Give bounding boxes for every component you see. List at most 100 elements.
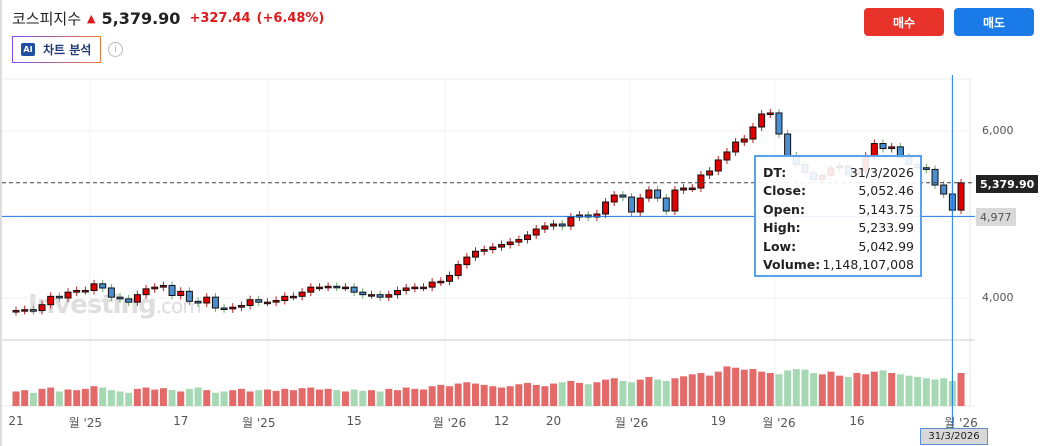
index-change: +327.44: [189, 11, 251, 26]
candle-body: [73, 289, 81, 293]
candle-body: [437, 280, 445, 284]
volume-bar: [472, 383, 480, 406]
candle-body: [732, 141, 740, 153]
volume-bar: [428, 386, 436, 406]
candle-body: [177, 290, 185, 296]
tooltip-row-date: DT: 31/3/2026: [763, 163, 914, 182]
candle-body: [107, 287, 115, 298]
volume-bar: [289, 390, 297, 406]
volume-bar: [749, 369, 757, 406]
candle-body: [515, 239, 523, 243]
volume-bar: [818, 374, 826, 406]
tooltip-value: 1,148,107,008: [822, 257, 914, 273]
volume-bar: [905, 375, 913, 406]
volume-bar: [341, 391, 349, 406]
volume-bar: [411, 388, 419, 406]
left-border: [0, 0, 2, 446]
volume-bar: [125, 392, 133, 406]
volume-bar: [714, 371, 722, 406]
candle-body: [367, 294, 375, 297]
candle-body: [541, 225, 549, 230]
volume-bar: [524, 382, 532, 406]
candle-body: [723, 151, 731, 161]
tooltip-value: 31/3/2026: [849, 164, 914, 180]
candle-body: [151, 286, 159, 290]
candle-body: [12, 310, 20, 313]
x-tick-label: 19: [710, 414, 726, 428]
volume-bar: [532, 384, 540, 406]
candle-body: [602, 201, 610, 215]
candle-body: [654, 189, 662, 199]
volume-bar: [931, 379, 939, 406]
volume-bar: [940, 378, 948, 406]
candle-body: [125, 298, 133, 303]
volume-bar: [185, 388, 193, 406]
candle-body: [229, 306, 237, 310]
buy-button[interactable]: 매수: [864, 8, 944, 36]
x-tick-label: 월 '26: [944, 416, 978, 430]
candle-body: [263, 301, 271, 305]
candle-body: [922, 167, 930, 170]
current-price-label: 5,379.90: [976, 175, 1039, 193]
candle-body: [558, 223, 566, 227]
candle-body: [393, 289, 401, 296]
volume-bar: [133, 388, 141, 406]
candle-body: [419, 286, 427, 290]
volume-bar: [654, 379, 662, 406]
info-icon[interactable]: i: [108, 42, 123, 57]
crosshair-price-label: 4,977: [976, 208, 1016, 226]
volume-bar: [168, 390, 176, 406]
volume-bar: [21, 390, 29, 406]
tooltip-row-high: High: 5,233.99: [763, 219, 914, 238]
candle-body: [29, 309, 37, 312]
candle-body: [237, 305, 245, 308]
volume-bar: [446, 386, 453, 406]
volume-bar: [844, 376, 852, 406]
volume-bar: [376, 391, 384, 406]
crosshair-date-label: 31/3/2026: [920, 428, 988, 445]
candle-body: [47, 295, 55, 306]
candle-body: [480, 249, 488, 252]
volume-bar: [99, 387, 107, 406]
candle-body: [333, 285, 341, 289]
volume-bar: [567, 380, 575, 406]
ai-chart-analysis-button[interactable]: AI 차트 분석: [12, 36, 101, 63]
candle-body: [446, 274, 453, 282]
candle-body: [506, 241, 514, 246]
candle-body: [194, 300, 202, 304]
candle-body: [610, 194, 618, 203]
volume-bar: [237, 388, 245, 406]
volume-bar: [515, 384, 523, 406]
candle-body: [645, 189, 653, 199]
volume-bar: [211, 392, 219, 406]
tooltip-key: DT:: [763, 164, 787, 180]
tooltip-row-volume: Volume: 1,148,107,008: [763, 256, 914, 275]
candle-body: [714, 159, 722, 172]
volume-bar: [55, 391, 63, 406]
x-tick-label: 16: [849, 414, 865, 428]
candle-body: [532, 228, 540, 236]
candle-body: [489, 246, 497, 251]
volume-bar: [367, 390, 375, 406]
sell-button[interactable]: 매도: [954, 8, 1034, 36]
tooltip-value: 5,052.46: [858, 183, 914, 199]
volume-bar: [810, 373, 818, 406]
candle-body: [567, 216, 575, 227]
candle-body: [454, 264, 462, 276]
candle-body: [940, 184, 948, 195]
volume-bar: [671, 378, 679, 406]
candle-body: [350, 286, 358, 293]
volume-bar: [38, 388, 46, 406]
x-tick-label: 월 '25: [242, 416, 276, 430]
candle-body: [133, 294, 141, 303]
candle-body: [619, 194, 627, 198]
candle-body: [706, 170, 714, 176]
candle-body: [289, 295, 297, 299]
candle-body: [411, 286, 419, 290]
candle-body: [159, 284, 167, 288]
candle-body: [758, 113, 766, 128]
volume-bar: [853, 373, 861, 406]
candle-body: [359, 291, 367, 296]
candle-body: [784, 133, 792, 157]
